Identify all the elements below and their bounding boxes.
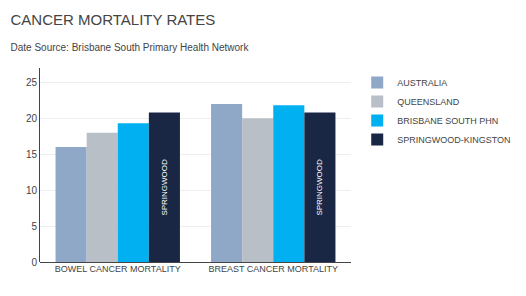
svg-text:SPRINGWOOD: SPRINGWOOD — [160, 159, 169, 216]
svg-text:BREAST CANCER MORTALITY: BREAST CANCER MORTALITY — [208, 264, 338, 274]
svg-text:CANCER MORTALITY RATES: CANCER MORTALITY RATES — [11, 11, 216, 28]
svg-text:SPRINGWOOD-KINGSTON: SPRINGWOOD-KINGSTON — [397, 135, 510, 145]
svg-text:SPRINGWOOD: SPRINGWOOD — [315, 159, 324, 216]
svg-text:0: 0 — [31, 257, 37, 268]
svg-text:Date Source: Brisbane South Pr: Date Source: Brisbane South Primary Heal… — [11, 42, 250, 53]
svg-text:15: 15 — [26, 149, 38, 160]
svg-text:25: 25 — [26, 77, 38, 88]
svg-text:20: 20 — [26, 113, 38, 124]
svg-text:BRISBANE SOUTH PHN: BRISBANE SOUTH PHN — [397, 116, 498, 126]
svg-text:BOWEL CANCER MORTALITY: BOWEL CANCER MORTALITY — [55, 264, 181, 274]
svg-text:5: 5 — [31, 221, 37, 232]
svg-text:AUSTRALIA: AUSTRALIA — [397, 78, 447, 88]
svg-text:QUEENSLAND: QUEENSLAND — [397, 97, 460, 107]
svg-text:10: 10 — [26, 185, 38, 196]
